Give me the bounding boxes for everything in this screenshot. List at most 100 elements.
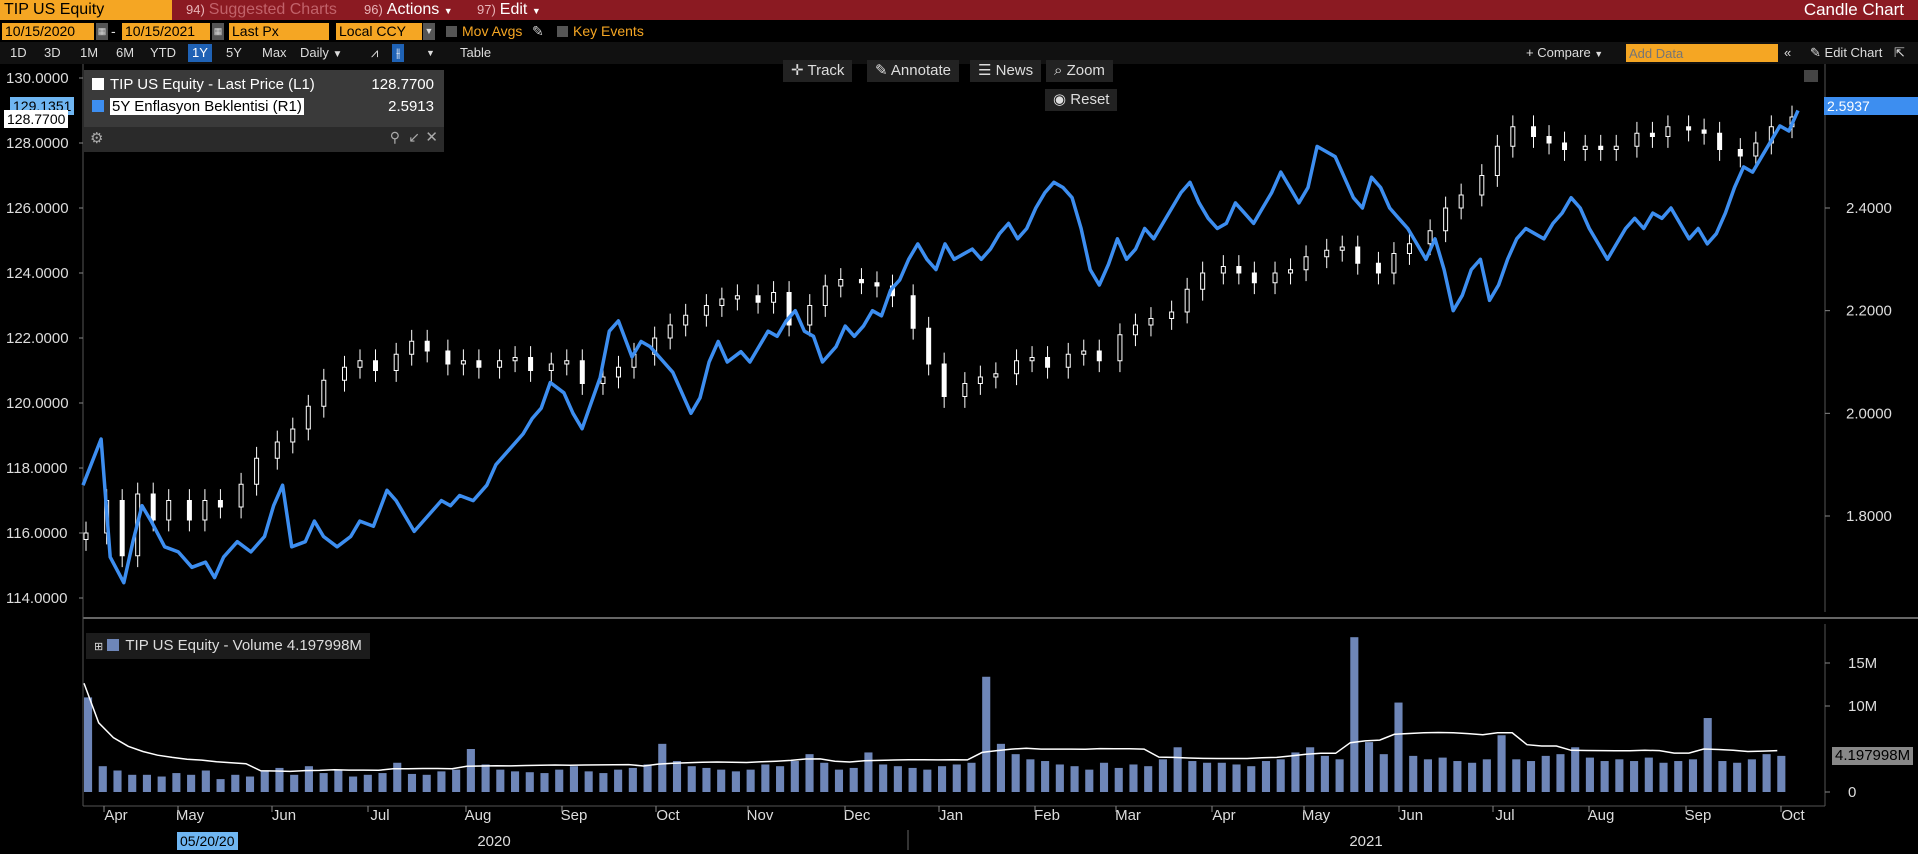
period-button-1m[interactable]: 1M (80, 45, 99, 60)
calendar-icon[interactable]: ▦ (96, 23, 108, 40)
volume-bar (746, 769, 755, 792)
volume-bar (1232, 764, 1241, 792)
volume-bar (820, 762, 829, 792)
x-axis-year-label: 2020 (477, 833, 510, 850)
candle-body (755, 295, 761, 303)
ticker-field[interactable]: TIP US Equity (0, 0, 172, 20)
legend-item-l1[interactable]: TIP US Equity - Last Price (L1) (92, 75, 315, 95)
chevron-down-icon: ▼ (531, 6, 541, 16)
x-axis-month-label: May (1302, 807, 1331, 824)
edit-label: Edit (499, 1, 528, 18)
left-axis-tick-label: 120.0000 (6, 395, 69, 412)
volume-bar (304, 766, 313, 792)
pencil-icon[interactable]: ✎ (532, 23, 544, 39)
period-button-1d[interactable]: 1D (10, 45, 27, 60)
add-data-input[interactable] (1626, 44, 1778, 62)
candle-body (373, 360, 379, 371)
candle-body (1184, 288, 1190, 313)
volume-bar (879, 764, 888, 792)
chevron-down-icon[interactable]: ▼ (426, 48, 435, 58)
mov-avgs-checkbox[interactable] (446, 26, 457, 37)
volume-bar (349, 776, 358, 792)
x-axis-month-label: Oct (1781, 807, 1805, 824)
edit-chart-label: Edit Chart (1824, 45, 1883, 60)
key-events-checkbox[interactable] (557, 26, 568, 37)
volume-bar (776, 766, 785, 792)
annotate-button[interactable]: ✎ Annotate (867, 60, 959, 82)
volume-bar (540, 773, 549, 792)
volume-bar (1468, 762, 1477, 792)
compare-button[interactable]: + Compare ▼ (1522, 44, 1607, 62)
volume-bar (1144, 766, 1153, 792)
volume-bar (1777, 755, 1786, 792)
legend-item-r1[interactable]: 5Y Enflasyon Beklentisi (R1) (92, 97, 304, 117)
left-axis-tick-label: 128.0000 (6, 135, 69, 152)
left-axis-tick-label: 124.0000 (6, 265, 69, 282)
suggested-charts-menu[interactable]: 94) Suggested Charts (186, 0, 337, 20)
volume-bar (952, 764, 961, 792)
zoom-button[interactable]: ⌕ Zoom (1046, 60, 1113, 82)
chevron-down-icon[interactable]: ▼ (423, 23, 435, 40)
period-button-3d[interactable]: 3D (44, 45, 61, 60)
candle-body (341, 366, 347, 381)
candle-body (1096, 350, 1102, 362)
candle-body (1148, 318, 1154, 326)
pin-icon[interactable]: ⇱ (1894, 45, 1905, 60)
volume-axis-tick-label: 0 (1848, 784, 1856, 801)
chart-canvas[interactable]: 130.0000 128.0000 126.0000 124.0000 122.0000… (0, 64, 1918, 854)
period-button-1y[interactable]: 1Y (188, 44, 212, 62)
candle-body (305, 405, 311, 430)
collapse-icon[interactable]: « (1784, 45, 1792, 60)
volume-bar (1261, 761, 1271, 792)
volume-bar (378, 773, 387, 792)
volume-bar (1173, 747, 1182, 792)
volume-bar (437, 771, 446, 792)
magnifier-icon: ⌕ (1054, 62, 1063, 79)
end-date-field[interactable]: 10/15/2021 (122, 23, 210, 40)
candle-body (579, 360, 585, 384)
candle-body (321, 379, 327, 407)
legend-l1-value: 128.7700 (371, 76, 434, 93)
edit-menu[interactable]: 97) Edit ▼ (477, 0, 541, 20)
period-button-max[interactable]: Max (262, 45, 287, 60)
chevron-down-icon: ▼ (443, 6, 453, 16)
x-axis-month-label: Nov (747, 807, 774, 824)
currency-selector[interactable]: Local CCY (336, 23, 422, 40)
line-chart-icon[interactable]: ⩘ (371, 45, 379, 60)
period-button-6m[interactable]: 6M (116, 45, 135, 60)
x-axis-month-label: Jan (939, 807, 963, 824)
key-events-label[interactable]: Key Events (573, 23, 644, 39)
volume-legend[interactable]: ⊞ TIP US Equity - Volume 4.197998M (86, 633, 370, 659)
x-axis-month-label: Jul (1495, 807, 1514, 824)
x-axis-month-label: Aug (1588, 807, 1615, 824)
reset-button[interactable]: ◉ Reset (1045, 89, 1118, 111)
period-button-ytd[interactable]: YTD (150, 45, 176, 60)
volume-bar (1203, 762, 1212, 792)
calendar-icon[interactable]: ▦ (212, 23, 224, 40)
edit-chart-button[interactable]: ✎ Edit Chart (1806, 44, 1886, 62)
volume-bar (1247, 766, 1256, 792)
x-axis-month-label: Jun (1399, 807, 1423, 824)
minimize-icon[interactable]: ↙ (408, 129, 420, 145)
frequency-selector[interactable]: Daily ▼ (296, 44, 346, 62)
track-button[interactable]: ✛ Track (783, 60, 853, 82)
candle-body (1251, 272, 1257, 284)
start-date-field[interactable]: 10/15/2020 (2, 23, 94, 40)
candle-body (1169, 311, 1175, 319)
news-button[interactable]: ☰ News (970, 60, 1042, 82)
actions-menu[interactable]: 96) Actions ▼ (364, 0, 453, 20)
candle-chart-icon[interactable]: ⫲ (392, 44, 405, 62)
table-button[interactable]: Table (460, 45, 492, 60)
volume-bar (614, 769, 623, 792)
period-button-5y[interactable]: 5Y (226, 45, 242, 60)
field-selector[interactable]: Last Px (229, 23, 329, 40)
candle-body (683, 314, 689, 326)
candle-body (807, 305, 813, 326)
pin-icon[interactable]: ⚲ (389, 129, 400, 145)
volume-bar (142, 774, 151, 792)
close-icon[interactable]: ✕ (425, 129, 438, 146)
gear-icon[interactable]: ⚙ (90, 130, 104, 147)
volume-bar (923, 769, 932, 792)
mov-avgs-label[interactable]: Mov Avgs (462, 23, 523, 39)
candle-body (150, 493, 156, 521)
